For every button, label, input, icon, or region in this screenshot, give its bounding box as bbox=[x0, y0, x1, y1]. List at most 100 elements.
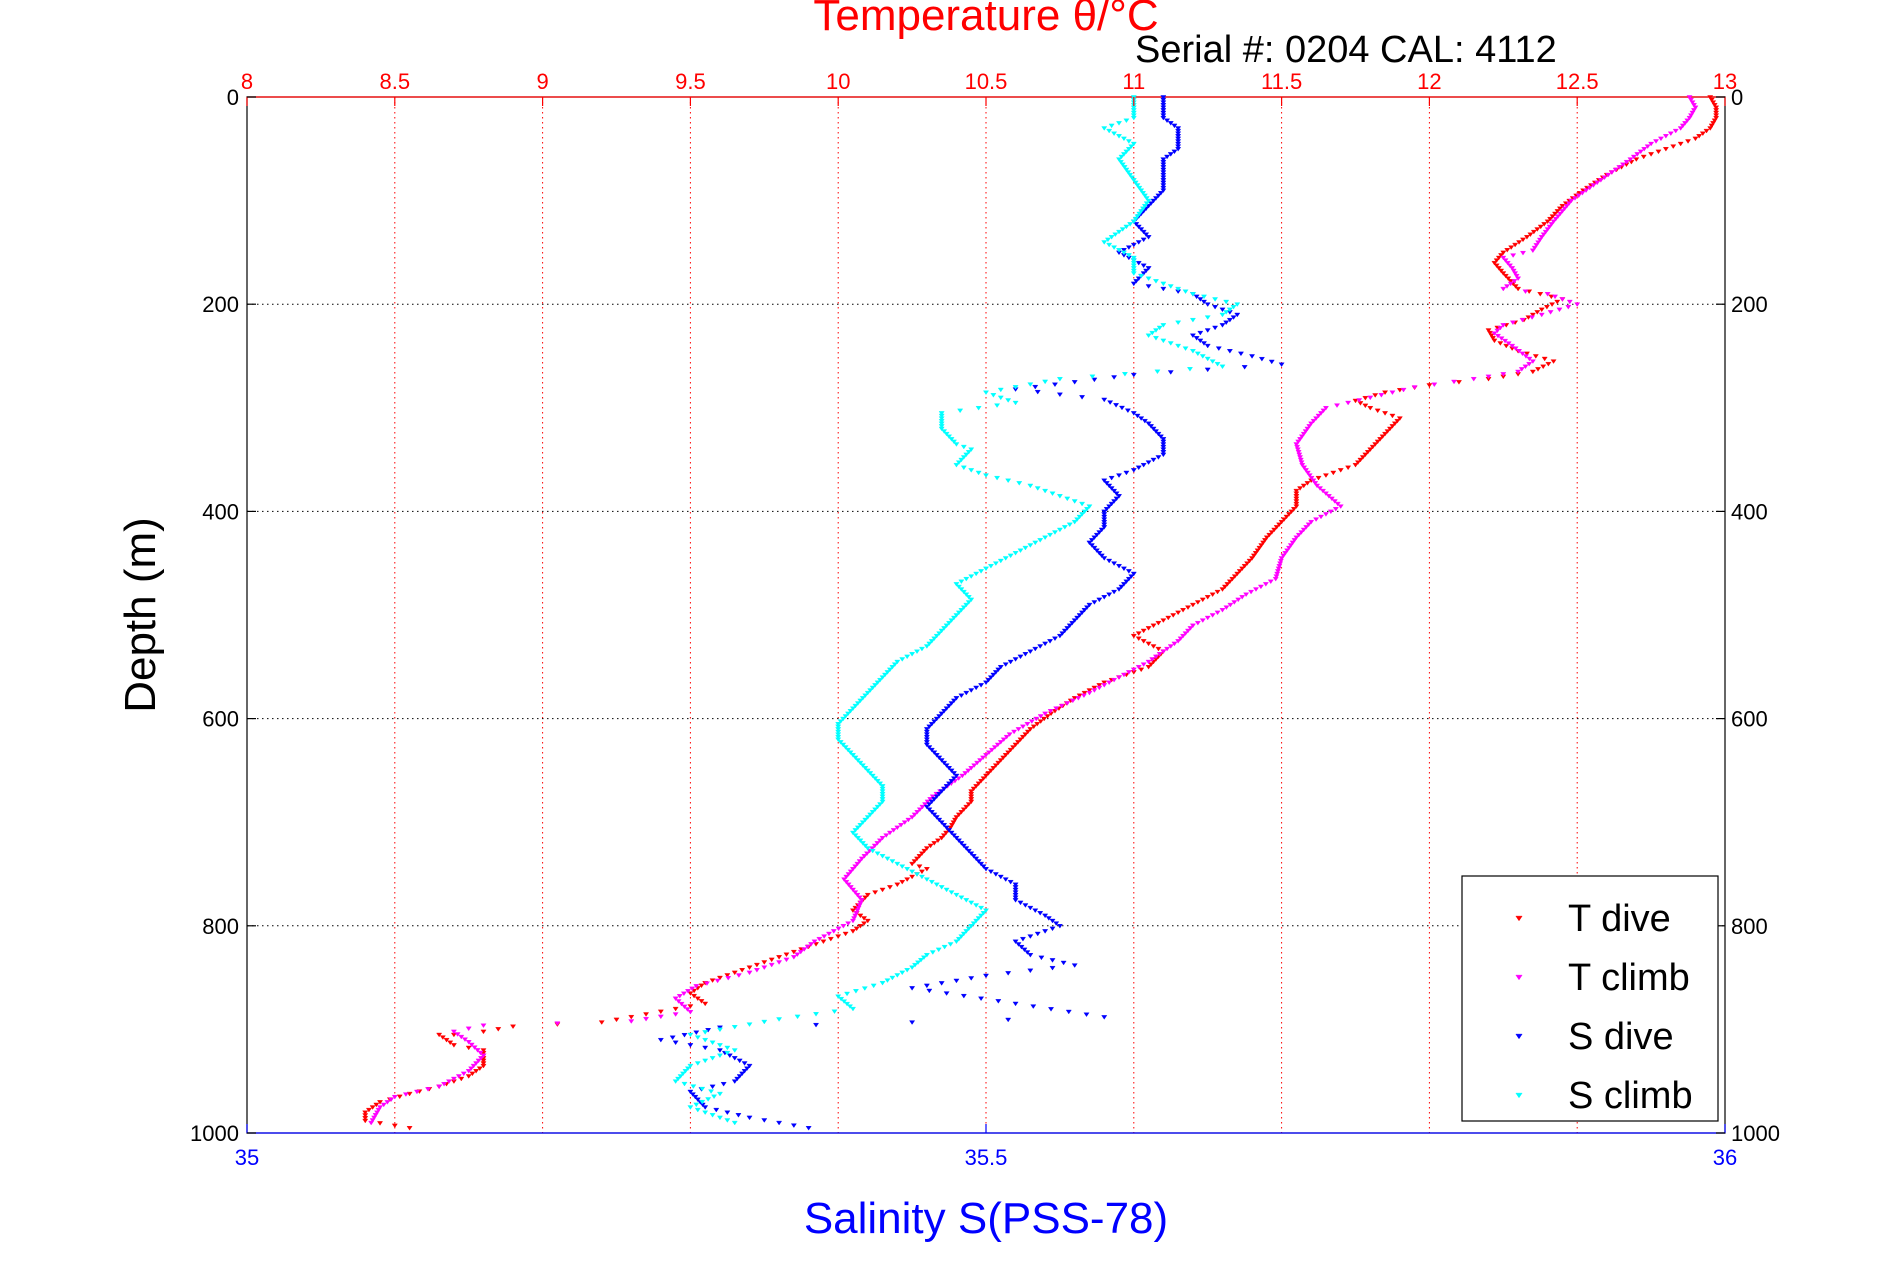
data-point bbox=[1113, 496, 1120, 502]
data-point bbox=[1253, 587, 1259, 592]
data-point bbox=[480, 1058, 487, 1064]
data-point bbox=[963, 804, 970, 810]
data-point bbox=[959, 773, 966, 779]
data-point bbox=[1541, 222, 1548, 227]
data-point bbox=[1091, 685, 1098, 691]
data-point bbox=[480, 1023, 487, 1028]
data-point bbox=[1230, 315, 1237, 320]
data-point bbox=[1175, 286, 1182, 292]
data-point bbox=[657, 1014, 664, 1020]
data-point bbox=[869, 848, 876, 854]
data-point bbox=[1505, 341, 1512, 346]
data-point bbox=[1400, 387, 1407, 393]
data-point bbox=[709, 978, 716, 983]
data-point bbox=[1575, 193, 1582, 199]
data-point bbox=[844, 991, 851, 997]
data-point bbox=[1219, 312, 1226, 318]
data-point bbox=[1017, 900, 1024, 906]
data-point bbox=[845, 711, 852, 717]
data-point bbox=[1130, 258, 1137, 263]
data-point bbox=[702, 1045, 709, 1051]
data-point bbox=[1140, 463, 1147, 468]
data-point bbox=[1140, 229, 1147, 235]
data-point bbox=[1290, 507, 1297, 512]
data-point bbox=[943, 763, 950, 768]
data-point bbox=[1500, 271, 1507, 276]
data-point bbox=[454, 1032, 461, 1037]
data-point bbox=[794, 1014, 801, 1020]
data-point bbox=[1548, 294, 1555, 300]
data-point bbox=[1160, 170, 1167, 175]
data-point bbox=[1135, 276, 1142, 282]
data-point bbox=[1538, 307, 1545, 313]
data-point bbox=[1690, 103, 1697, 108]
data-point bbox=[1688, 97, 1694, 103]
data-point bbox=[1042, 488, 1049, 494]
data-point bbox=[1544, 292, 1551, 297]
data-point bbox=[859, 820, 866, 825]
x-top-tick-label: 8 bbox=[241, 69, 253, 94]
data-point bbox=[968, 791, 975, 797]
data-point bbox=[776, 1120, 783, 1126]
data-point bbox=[702, 1030, 709, 1035]
data-point bbox=[716, 1048, 723, 1053]
data-point bbox=[1138, 209, 1145, 214]
data-point bbox=[904, 654, 911, 660]
data-point bbox=[1590, 183, 1597, 188]
data-point bbox=[943, 825, 950, 831]
data-point bbox=[1556, 206, 1563, 212]
data-point bbox=[1537, 224, 1544, 230]
data-point bbox=[968, 468, 975, 473]
y-right-tick-label: 400 bbox=[1731, 499, 1768, 524]
data-point bbox=[926, 802, 933, 807]
data-point bbox=[1033, 716, 1040, 722]
data-point bbox=[1182, 631, 1189, 636]
data-point bbox=[1167, 370, 1174, 375]
data-point bbox=[1689, 110, 1696, 116]
data-point bbox=[971, 763, 978, 768]
data-point bbox=[1367, 395, 1374, 401]
data-point bbox=[1670, 144, 1677, 149]
data-point bbox=[746, 970, 753, 976]
data-point bbox=[1056, 633, 1063, 639]
data-point bbox=[1027, 968, 1034, 974]
data-point bbox=[1538, 312, 1545, 318]
data-point bbox=[1527, 232, 1534, 237]
data-point bbox=[362, 1116, 369, 1121]
data-point bbox=[1096, 551, 1103, 556]
data-point bbox=[992, 763, 999, 768]
data-point bbox=[1258, 357, 1265, 362]
data-point bbox=[1199, 354, 1206, 359]
data-point bbox=[938, 789, 945, 794]
data-point bbox=[1106, 504, 1113, 509]
data-point bbox=[994, 475, 1001, 481]
data-point bbox=[1688, 113, 1694, 118]
data-point bbox=[1160, 95, 1167, 100]
data-point bbox=[1544, 219, 1551, 225]
data-point bbox=[1074, 615, 1081, 621]
data-point bbox=[1352, 463, 1359, 468]
data-point bbox=[965, 802, 972, 807]
data-point bbox=[1011, 729, 1018, 735]
data-point bbox=[1061, 525, 1068, 530]
data-point bbox=[1193, 336, 1200, 341]
data-point bbox=[1101, 522, 1108, 528]
data-point bbox=[1328, 496, 1335, 502]
data-point bbox=[1248, 589, 1255, 595]
data-point bbox=[1076, 693, 1083, 698]
data-point bbox=[1111, 499, 1118, 504]
data-point bbox=[861, 986, 868, 991]
data-point bbox=[938, 885, 945, 890]
data-point bbox=[1051, 636, 1058, 642]
data-point bbox=[1106, 680, 1113, 686]
data-point bbox=[1160, 110, 1167, 116]
data-point bbox=[1037, 911, 1044, 916]
data-point bbox=[990, 672, 997, 678]
data-point bbox=[1042, 913, 1049, 919]
data-point bbox=[869, 773, 876, 779]
data-point bbox=[643, 1017, 650, 1022]
data-point bbox=[1182, 289, 1189, 294]
data-point bbox=[850, 706, 856, 711]
data-point bbox=[1152, 654, 1159, 660]
data-point bbox=[1241, 564, 1248, 569]
